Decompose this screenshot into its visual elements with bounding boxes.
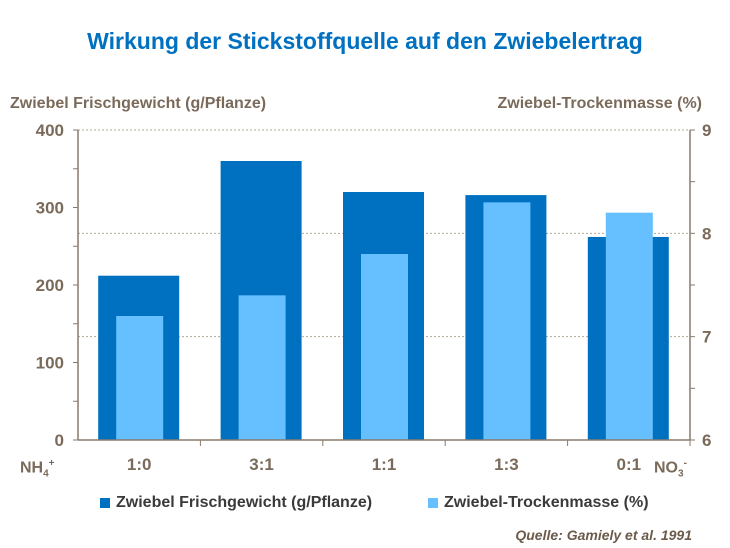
bar-dry-mass: [116, 316, 164, 440]
bar-dry-mass: [361, 254, 408, 440]
bar-dry-mass: [238, 295, 286, 440]
y-right-tick-label: 6: [702, 431, 711, 450]
y-right-tick-label: 9: [702, 121, 711, 140]
y-left-tick-label: 100: [36, 354, 64, 373]
x-tick-label: 1:3: [494, 455, 519, 474]
x-left-label: NH4+: [20, 458, 55, 480]
y-left-tick-label: 0: [55, 431, 64, 450]
bar-dry-mass: [483, 202, 531, 440]
legend-item-fresh-weight: Zwiebel Frischgewicht (g/Pflanze): [100, 494, 372, 512]
legend-item-dry-mass: Zwiebel-Trockenmasse (%): [428, 494, 649, 512]
x-right-label: NO3-: [654, 458, 687, 480]
x-tick-label: 1:1: [372, 455, 397, 474]
y-axis-right-label: Zwiebel-Trockenmasse (%): [497, 95, 702, 112]
x-tick-label: 1:0: [127, 455, 152, 474]
bar-dry-mass: [605, 212, 653, 440]
x-tick-label: 3:1: [249, 455, 274, 474]
y-right-tick-label: 8: [702, 224, 711, 243]
y-left-tick-label: 300: [36, 199, 64, 218]
y-right-tick-label: 7: [702, 328, 711, 347]
x-tick-label: 0:1: [617, 455, 642, 474]
legend-label: Zwiebel Frischgewicht (g/Pflanze): [116, 494, 373, 511]
legend-swatch: [428, 498, 438, 508]
source-note: Quelle: Gamiely et al. 1991: [515, 527, 692, 543]
legend-label: Zwiebel-Trockenmasse (%): [444, 494, 649, 511]
y-left-tick-label: 400: [36, 121, 64, 140]
legend-swatch: [100, 498, 110, 508]
y-left-tick-label: 200: [36, 276, 64, 295]
chart-title: Wirkung der Stickstoffquelle auf den Zwi…: [87, 28, 643, 54]
y-axis-left-label: Zwiebel Frischgewicht (g/Pflanze): [10, 95, 267, 112]
